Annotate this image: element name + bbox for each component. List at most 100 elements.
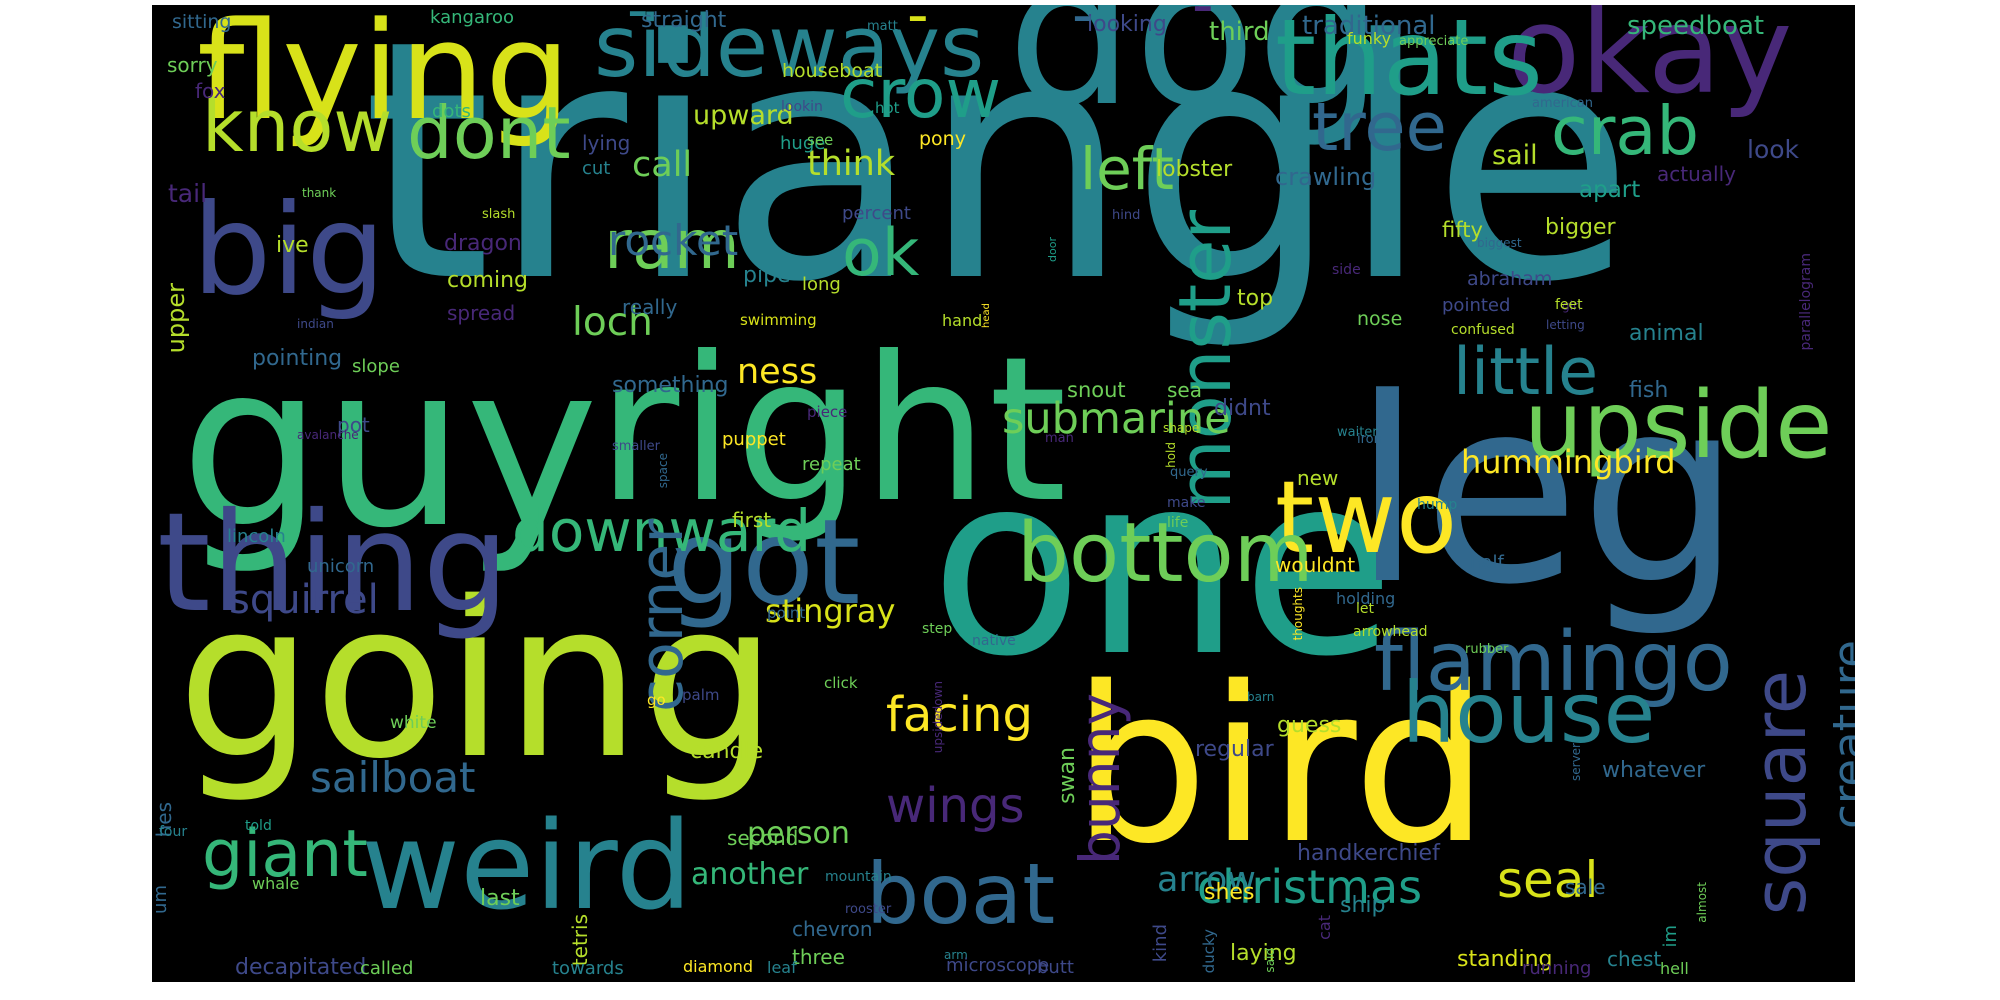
word-fish: fish — [1629, 378, 1669, 403]
word-slash: slash — [482, 207, 516, 222]
word-second: second — [727, 826, 799, 850]
word-whatever: whatever — [1602, 758, 1706, 783]
word-boat: boat — [866, 845, 1056, 943]
word-four: four — [159, 824, 188, 840]
word-lying: lying — [582, 131, 631, 155]
word-make: make — [1167, 495, 1206, 511]
word-regular: regular — [1195, 737, 1274, 762]
word-big: big — [192, 178, 386, 323]
word-kind: kind — [1150, 924, 1171, 963]
word-whale: whale — [252, 874, 300, 893]
word-thing: thing — [157, 484, 510, 643]
word-see: see — [807, 131, 834, 149]
word-upside: upside — [1524, 371, 1833, 479]
word-dash: - — [907, 5, 929, 50]
word-sitting: sitting — [172, 11, 232, 33]
word-butt: butt — [1037, 957, 1074, 978]
word-fox: fox — [195, 79, 226, 103]
word-okay: okay — [1507, 5, 1793, 121]
word-flamingo: flamingo — [1374, 615, 1733, 710]
word-last: last — [480, 886, 520, 911]
word-leaf: leaf — [767, 958, 797, 977]
word-wings: wings — [886, 778, 1025, 834]
word-diamond: diamond — [683, 957, 754, 976]
word-sideways: sideways — [594, 5, 985, 97]
word-waiter: waiter — [1337, 425, 1378, 440]
word-smaller: smaller — [612, 439, 660, 454]
word-laying: laying — [1230, 941, 1297, 966]
word-long: long — [802, 274, 841, 295]
word-weird: weird — [361, 796, 693, 937]
word-bird: bird — [1072, 640, 1490, 891]
word-parallelogram: parallelogram — [1798, 253, 1814, 351]
word-arrow: arrow — [1157, 860, 1256, 900]
word-animal: animal — [1629, 321, 1704, 346]
word-got: got — [667, 493, 861, 631]
word-indian: indian — [297, 317, 334, 331]
word-lookin: lookin — [781, 99, 823, 115]
word-think: think — [807, 144, 896, 184]
word-pot: pot — [337, 413, 370, 437]
word-funky: funky — [1347, 29, 1392, 48]
word-apart: apart — [1579, 177, 1641, 203]
word-fifty: fifty — [1442, 218, 1483, 242]
word-thoughts: thoughts — [1291, 587, 1305, 641]
word-girl: girl — [1562, 299, 1582, 313]
word-hell: hell — [1660, 959, 1689, 978]
word-unicorn: unicorn — [307, 556, 375, 577]
word-submarine: submarine — [1002, 394, 1231, 444]
word-spread: spread — [447, 301, 516, 325]
word-straight: straight — [641, 8, 727, 33]
word-ness: ness — [737, 352, 818, 392]
word-huge: huge — [780, 133, 826, 154]
word-cut: cut — [582, 158, 611, 179]
word-handkerchief: handkerchief — [1297, 841, 1440, 866]
word-confused: confused — [1451, 322, 1515, 338]
word-downward: downward — [512, 497, 812, 565]
word-cat: cat — [1315, 915, 1334, 940]
word-one: one — [930, 420, 1396, 711]
word-lobster: lobster — [1156, 157, 1233, 182]
word-barn: barn — [1247, 690, 1275, 704]
word-dog: dog — [1007, 5, 1384, 151]
word-actually: actually — [1657, 162, 1736, 186]
word-corner: corner — [627, 519, 697, 712]
word-piece: piece — [807, 403, 848, 421]
word-hummingbird: hummingbird — [1461, 443, 1676, 481]
word-hump: hump — [1417, 497, 1458, 513]
word-ram: ram — [604, 206, 740, 285]
word-click: click — [824, 674, 858, 692]
word-point: point — [767, 604, 806, 622]
word-let: let — [1356, 601, 1374, 617]
word-little: little — [1453, 335, 1599, 410]
word-american: american — [1532, 96, 1593, 111]
word-holding: holding — [1336, 589, 1396, 608]
word-ive: ive — [276, 233, 309, 258]
word-iron: iron — [1357, 432, 1382, 447]
word-look: look — [1747, 135, 1800, 164]
word-biggest: biggest — [1477, 236, 1522, 250]
word-two: two — [1275, 459, 1458, 576]
word-dash: - — [1072, 5, 1094, 50]
word-traditional: traditional — [1302, 11, 1436, 41]
word-told: told — [245, 818, 272, 834]
word-space: space — [656, 453, 670, 489]
word-crawling: crawling — [1275, 163, 1377, 191]
word-tree: tree — [1312, 88, 1447, 166]
word-bunny: bunny — [1068, 693, 1132, 866]
word-almost: almost — [1695, 882, 1709, 923]
word-man: man — [1045, 431, 1074, 446]
word-crab: crab — [1551, 92, 1699, 170]
word-swimming: swimming — [740, 311, 817, 329]
word-sail: sail — [1492, 140, 1538, 171]
word-head: head — [981, 303, 992, 328]
word-guess: guess — [1277, 713, 1342, 738]
word-ship: ship — [1340, 893, 1386, 918]
word-top: top — [1237, 286, 1274, 311]
word-first: first — [732, 508, 772, 532]
word-pointing: pointing — [252, 346, 343, 371]
word-feet: feet — [1555, 297, 1583, 313]
word-nose: nose — [1357, 308, 1403, 330]
word-ducky: ducky — [1200, 929, 1218, 974]
word-stingray: stingray — [765, 592, 896, 630]
